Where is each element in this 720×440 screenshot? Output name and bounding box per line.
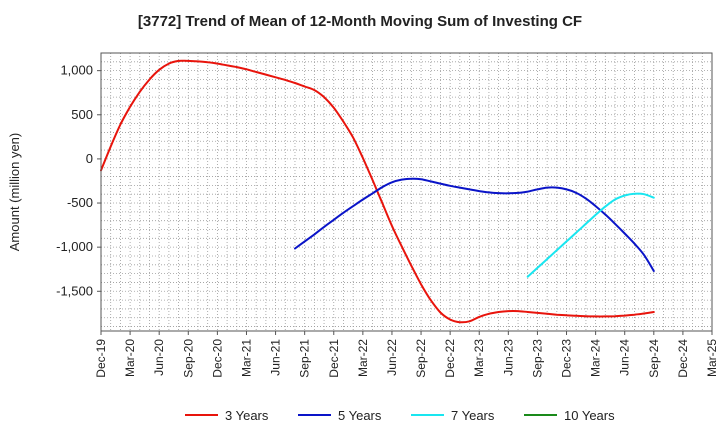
- series-line-3-years: [100, 59, 655, 324]
- x-tick-label: Mar-24: [589, 339, 603, 377]
- x-tick-label: Jun-20: [152, 339, 166, 376]
- x-tick-label: Mar-20: [123, 339, 137, 377]
- legend-label-7-years: 7 Years: [451, 408, 495, 423]
- x-tick-label: Jun-24: [618, 339, 632, 376]
- x-tick-label: Mar-22: [356, 339, 370, 377]
- x-tick-label: Dec-19: [94, 339, 108, 378]
- legend-label-10-years: 10 Years: [564, 408, 615, 423]
- plot-area: [101, 53, 712, 331]
- x-tick-label: Mar-25: [705, 339, 719, 377]
- x-tick-label: Jun-21: [269, 339, 283, 376]
- series-lines: [100, 59, 655, 324]
- x-tick-label: Dec-22: [443, 339, 457, 378]
- y-axis-label: Amount (million yen): [7, 133, 22, 252]
- x-tick-label: Sep-23: [530, 339, 544, 378]
- grid-lines: [101, 53, 712, 331]
- x-tick-label: Dec-21: [327, 339, 341, 378]
- y-tick-label: -500: [67, 195, 93, 210]
- y-axis-ticks: 1,000 500 0 -500 -1,000 -1,500: [56, 63, 101, 298]
- y-tick-label: 0: [86, 151, 93, 166]
- x-tick-label: Mar-21: [239, 339, 253, 377]
- x-tick-label: Mar-23: [472, 339, 486, 377]
- x-tick-label: Jun-23: [501, 339, 515, 376]
- legend: 3 Years 5 Years 7 Years 10 Years: [185, 408, 615, 423]
- x-tick-label: Sep-20: [181, 339, 195, 378]
- y-tick-label: -1,500: [56, 283, 93, 298]
- legend-label-3-years: 3 Years: [225, 408, 269, 423]
- series-line-7-years: [526, 192, 655, 278]
- x-tick-label: Dec-24: [676, 339, 690, 378]
- plot-frame: [100, 52, 713, 332]
- x-tick-label: Sep-22: [414, 339, 428, 378]
- x-axis-ticks: Dec-19 Mar-20 Jun-20 Sep-20 Dec-20 Mar-21 Jun-…: [94, 331, 719, 378]
- y-tick-label: -1,000: [56, 239, 93, 254]
- chart-title: [3772] Trend of Mean of 12-Month Moving …: [137, 13, 583, 30]
- legend-label-5-years: 5 Years: [338, 408, 382, 423]
- y-tick-label: 1,000: [60, 63, 93, 78]
- x-tick-label: Sep-24: [647, 339, 661, 378]
- x-tick-label: Jun-22: [385, 339, 399, 376]
- x-tick-label: Sep-21: [298, 339, 312, 378]
- x-tick-label: Dec-23: [560, 339, 574, 378]
- y-tick-label: 500: [71, 107, 93, 122]
- series-line-5-years: [294, 177, 655, 272]
- x-tick-label: Dec-20: [210, 339, 224, 378]
